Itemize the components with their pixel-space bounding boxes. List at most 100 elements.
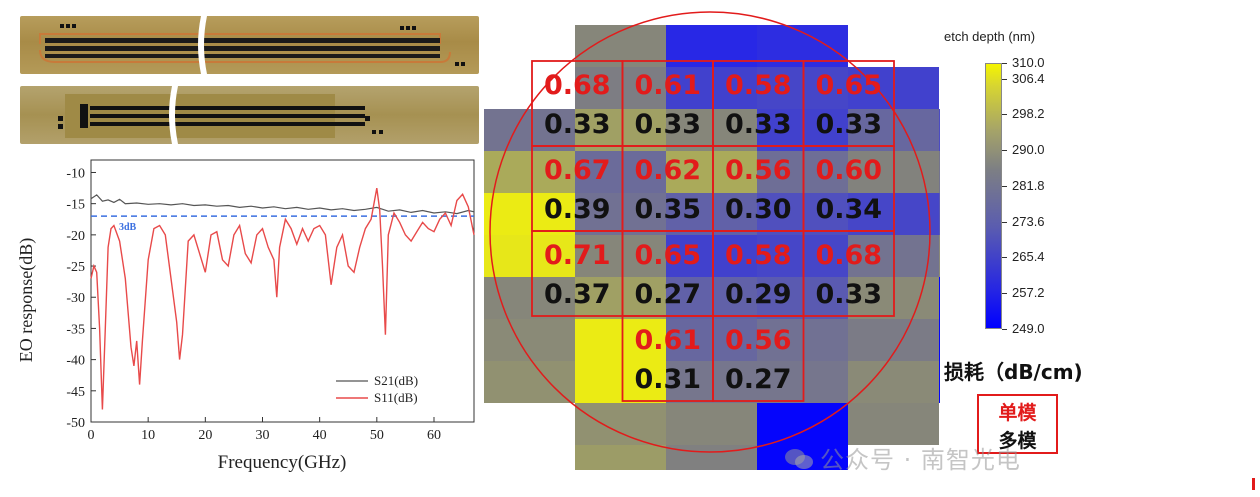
heatmap-cell [848, 403, 939, 445]
heatmap-cell [939, 109, 940, 151]
chip-photo-top [20, 16, 479, 74]
single-mode-loss: 0.56 [725, 325, 792, 356]
colorbar-tick-label: 265.4 [1012, 249, 1045, 265]
loss-cell-border [802, 230, 895, 317]
heatmap-cell [575, 319, 666, 361]
colorbar-tick [1002, 150, 1007, 152]
threshold-label: 3dB [119, 222, 137, 233]
y-tick-label: -30 [66, 291, 85, 306]
heatmap-cell [575, 235, 666, 277]
multi-mode-loss: 0.34 [815, 194, 882, 225]
colorbar-tick-label: 306.4 [1012, 70, 1045, 86]
colorbar-tick-label: 249.0 [1012, 321, 1045, 336]
single-mode-loss: 0.58 [725, 240, 792, 271]
single-mode-loss: 0.62 [634, 155, 701, 186]
colorbar-tick [1002, 63, 1007, 64]
wechat-icon [785, 449, 813, 469]
single-mode-loss: 0.65 [815, 70, 882, 101]
y-axis-ticks: -10 -15 -20 -25 -30 -35 -40 -45 -50 [66, 166, 96, 431]
legend-s11-label: S11(dB) [374, 390, 418, 405]
multi-mode-loss: 0.37 [544, 279, 611, 310]
colorbar-tick-label: 298.2 [1012, 106, 1045, 122]
heatmap-cell [575, 151, 666, 193]
multi-mode-loss: 0.33 [634, 109, 701, 140]
legend: S21(dB) S11(dB) [336, 373, 418, 405]
heatmap-cell [575, 109, 666, 151]
multi-mode-loss: 0.33 [725, 109, 792, 140]
wafer-map: 0.68 0.33 0.61 0.33 0.58 0.33 0.65 0.33 0.67 0.39… [484, 11, 940, 470]
s21-series-line [90, 194, 475, 215]
x-axis-label: Frequency(GHz) [218, 452, 347, 473]
heatmap-cell [757, 193, 848, 235]
heatmap-cell [939, 193, 940, 235]
x-axis-ticks: 0 10 20 30 40 50 60 [88, 417, 441, 443]
y-tick-label: -35 [66, 322, 85, 337]
heatmap-cell [575, 193, 666, 235]
loss-title: 损耗（dB/cm) [944, 360, 1083, 384]
loss-grid: 0.68 0.33 0.61 0.33 0.58 0.33 0.65 0.33 0.67 0.39… [531, 60, 895, 402]
multi-mode-loss: 0.33 [815, 109, 882, 140]
heatmap-cell [575, 361, 666, 403]
colorbar-tick [1002, 221, 1007, 223]
multi-mode-loss: 0.30 [725, 194, 792, 225]
heatmap-cell [666, 319, 757, 361]
heatmap-cell [575, 277, 666, 319]
heatmap-cell [575, 403, 666, 445]
colorbar-tick-label: 257.2 [1012, 285, 1045, 301]
mode-legend: 单模 多模 [977, 394, 1058, 454]
heatmap-cells [484, 25, 940, 470]
heatmap-cell [666, 361, 757, 403]
multi-mode-loss: 0.29 [725, 279, 792, 310]
heatmap-cell [757, 319, 848, 361]
heatmap-cell [575, 25, 666, 67]
single-mode-loss: 0.56 [725, 155, 792, 186]
heatmap-cell [757, 235, 848, 277]
heatmap-cell [939, 151, 940, 193]
heatmap-cell [848, 361, 939, 403]
heatmap-cell [484, 319, 575, 361]
s11-series-line [90, 187, 475, 410]
y-axis-label: EO response(dB) [16, 238, 37, 362]
heatmap-cell [757, 109, 848, 151]
heatmap-cell [939, 361, 940, 403]
chip-photo-bottom [20, 86, 479, 144]
y-tick-label: -15 [66, 198, 85, 213]
watermark: 公众号 · 南智光电 [784, 440, 1021, 475]
heatmap-cell [484, 277, 575, 319]
x-tick-label: 10 [141, 428, 155, 443]
colorbar-tick-label: 273.6 [1012, 213, 1045, 229]
heatmap-cell [575, 445, 666, 470]
wafer-outline [489, 11, 931, 453]
heatmap-cell [666, 403, 757, 445]
x-tick-label: 40 [313, 428, 327, 443]
single-mode-loss: 0.65 [634, 240, 701, 271]
legend-single-mode: 单模 [998, 402, 1037, 424]
colorbar-tick [1002, 78, 1007, 80]
y-tick-label: -20 [66, 229, 85, 244]
heatmap-cell [666, 277, 757, 319]
x-tick-label: 20 [198, 428, 212, 443]
y-tick-label: -45 [66, 385, 85, 400]
multi-mode-loss: 0.27 [725, 364, 792, 395]
heatmap-cell [484, 235, 575, 277]
x-tick-label: 60 [427, 428, 441, 443]
single-mode-loss: 0.58 [725, 70, 792, 101]
colorbar-tick [1002, 293, 1007, 295]
multi-mode-loss: 0.33 [544, 109, 611, 140]
multi-mode-loss: 0.31 [634, 364, 701, 395]
heatmap-cell [484, 361, 575, 403]
multi-mode-loss: 0.33 [815, 279, 882, 310]
heatmap-cell [666, 193, 757, 235]
heatmap-cell [484, 193, 575, 235]
chip-photo-top-drawing [39, 16, 465, 74]
colorbar-tick [1002, 329, 1007, 330]
heatmap-cell [939, 277, 940, 319]
multi-mode-loss: 0.35 [634, 194, 701, 225]
colorbar-tick [1002, 257, 1007, 259]
loss-cell-border [712, 315, 805, 402]
chip-photo-bottom-drawing [58, 86, 383, 144]
red-mark [1252, 478, 1255, 490]
colorbar-tick [1002, 114, 1007, 116]
single-mode-loss: 0.61 [634, 70, 701, 101]
colorbar [985, 63, 1002, 329]
